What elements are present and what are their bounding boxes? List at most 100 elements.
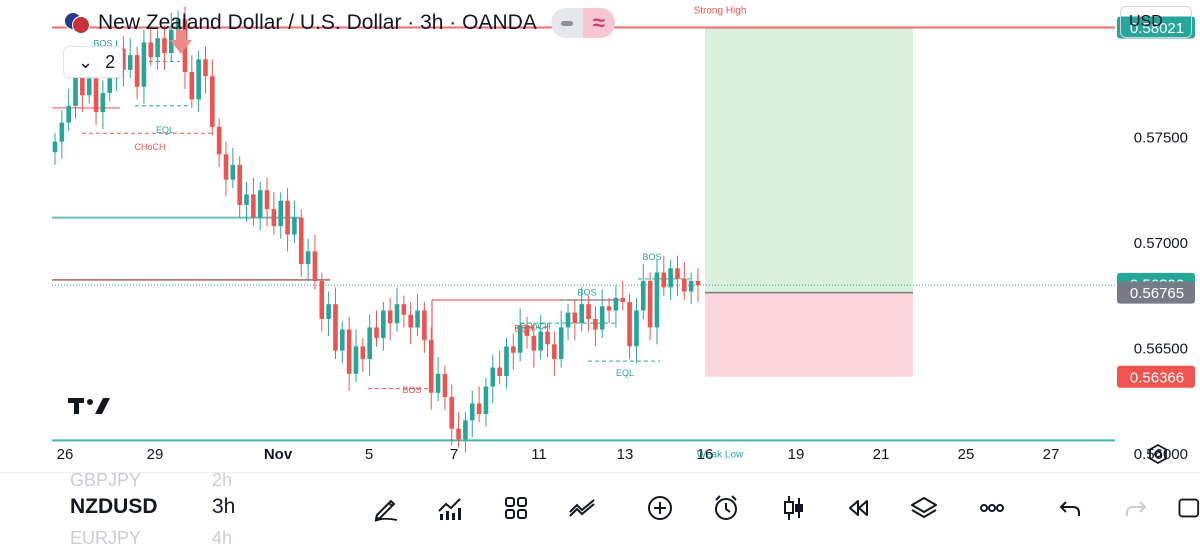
minus-icon[interactable] (550, 8, 583, 38)
price-tag[interactable] (1117, 365, 1195, 388)
candle[interactable] (661, 272, 667, 288)
candle[interactable] (675, 268, 680, 279)
candle[interactable] (490, 367, 496, 387)
indicator-toggle[interactable]: ≈ (550, 8, 615, 38)
candle[interactable] (387, 310, 393, 324)
candle[interactable] (305, 251, 311, 265)
candle[interactable] (264, 190, 270, 210)
candle[interactable] (654, 272, 660, 328)
candle[interactable] (107, 78, 113, 94)
candle[interactable] (162, 38, 167, 53)
candle[interactable] (599, 306, 605, 330)
candle[interactable] (360, 346, 366, 360)
settings-hex-icon[interactable] (1147, 443, 1169, 465)
candle[interactable] (100, 93, 106, 113)
candle[interactable] (565, 312, 571, 328)
candle[interactable] (339, 329, 345, 351)
candle[interactable] (319, 280, 325, 319)
candle[interactable] (695, 280, 701, 286)
candle[interactable] (442, 373, 448, 398)
draw-pen-icon[interactable] (368, 490, 404, 526)
price-tag[interactable] (1117, 16, 1195, 39)
alert-clock-icon[interactable] (708, 490, 744, 526)
candle[interactable] (251, 194, 256, 218)
symbol-picker[interactable]: NZDUSD (70, 495, 158, 518)
candle[interactable] (456, 428, 461, 440)
candle[interactable] (381, 310, 386, 338)
candle[interactable] (127, 55, 133, 70)
candle[interactable] (80, 67, 85, 96)
indicators-legend-button[interactable]: ⌄ 2 (63, 46, 123, 78)
candle[interactable] (511, 346, 516, 353)
candle[interactable] (298, 217, 304, 265)
candle[interactable] (244, 194, 249, 205)
candle[interactable] (449, 397, 455, 429)
candle[interactable] (538, 331, 543, 351)
replay-icon[interactable] (840, 490, 876, 526)
candle[interactable] (476, 403, 482, 414)
candle[interactable] (73, 67, 78, 106)
candle[interactable] (66, 105, 71, 123)
compare-symbols-icon[interactable] (564, 490, 600, 526)
candle[interactable] (620, 297, 626, 303)
candle[interactable] (196, 59, 201, 100)
candle[interactable] (216, 126, 222, 155)
candle[interactable] (121, 48, 126, 70)
candles-style-icon[interactable] (776, 490, 812, 526)
chart-title[interactable]: New Zealand Dollar / U.S. Dollar · 3h · … (98, 11, 537, 34)
candle[interactable] (572, 312, 578, 324)
candle[interactable] (558, 327, 564, 360)
candle[interactable] (155, 38, 160, 58)
candle[interactable] (682, 278, 687, 292)
target-zone[interactable] (705, 27, 913, 293)
candle[interactable] (230, 164, 236, 180)
candle[interactable] (408, 314, 414, 328)
candle[interactable] (333, 304, 338, 351)
candle[interactable] (59, 122, 65, 142)
candle[interactable] (435, 373, 441, 393)
candle[interactable] (483, 386, 489, 414)
wave-icon[interactable]: ≈ (582, 8, 615, 38)
redo-icon[interactable] (1118, 490, 1154, 526)
candle[interactable] (422, 310, 427, 341)
candle[interactable] (148, 42, 154, 58)
candle[interactable] (613, 297, 619, 311)
candle[interactable] (469, 403, 475, 421)
candle[interactable] (517, 325, 523, 353)
candle[interactable] (134, 55, 140, 87)
candle[interactable] (285, 200, 290, 235)
candle[interactable] (647, 280, 653, 328)
candle[interactable] (428, 340, 434, 393)
candle[interactable] (374, 327, 379, 338)
candle[interactable] (463, 420, 468, 440)
candle[interactable] (497, 367, 502, 376)
candle[interactable] (394, 304, 400, 324)
candle[interactable] (189, 71, 195, 100)
candle[interactable] (401, 304, 407, 315)
candle[interactable] (668, 268, 673, 288)
candle[interactable] (93, 78, 99, 113)
candle[interactable] (504, 346, 509, 376)
candle[interactable] (367, 327, 372, 360)
candle[interactable] (223, 154, 229, 180)
candle[interactable] (531, 335, 537, 351)
candle[interactable] (292, 217, 297, 235)
candle[interactable] (278, 200, 284, 227)
expand-icon[interactable] (1172, 490, 1200, 526)
timeframe-picker[interactable]: 3h (212, 495, 236, 518)
candle[interactable] (545, 331, 550, 345)
candle[interactable] (312, 251, 318, 281)
candle[interactable] (688, 280, 694, 292)
undo-icon[interactable] (1052, 490, 1088, 526)
candle[interactable] (210, 76, 215, 127)
layers-icon[interactable] (906, 490, 942, 526)
candle[interactable] (326, 304, 331, 319)
candle[interactable] (271, 209, 277, 227)
candle[interactable] (524, 325, 530, 336)
stop-zone[interactable] (705, 292, 913, 377)
candle[interactable] (579, 304, 585, 324)
more-icon[interactable] (974, 490, 1010, 526)
layouts-grid-icon[interactable] (498, 490, 534, 526)
candle[interactable] (415, 310, 420, 328)
